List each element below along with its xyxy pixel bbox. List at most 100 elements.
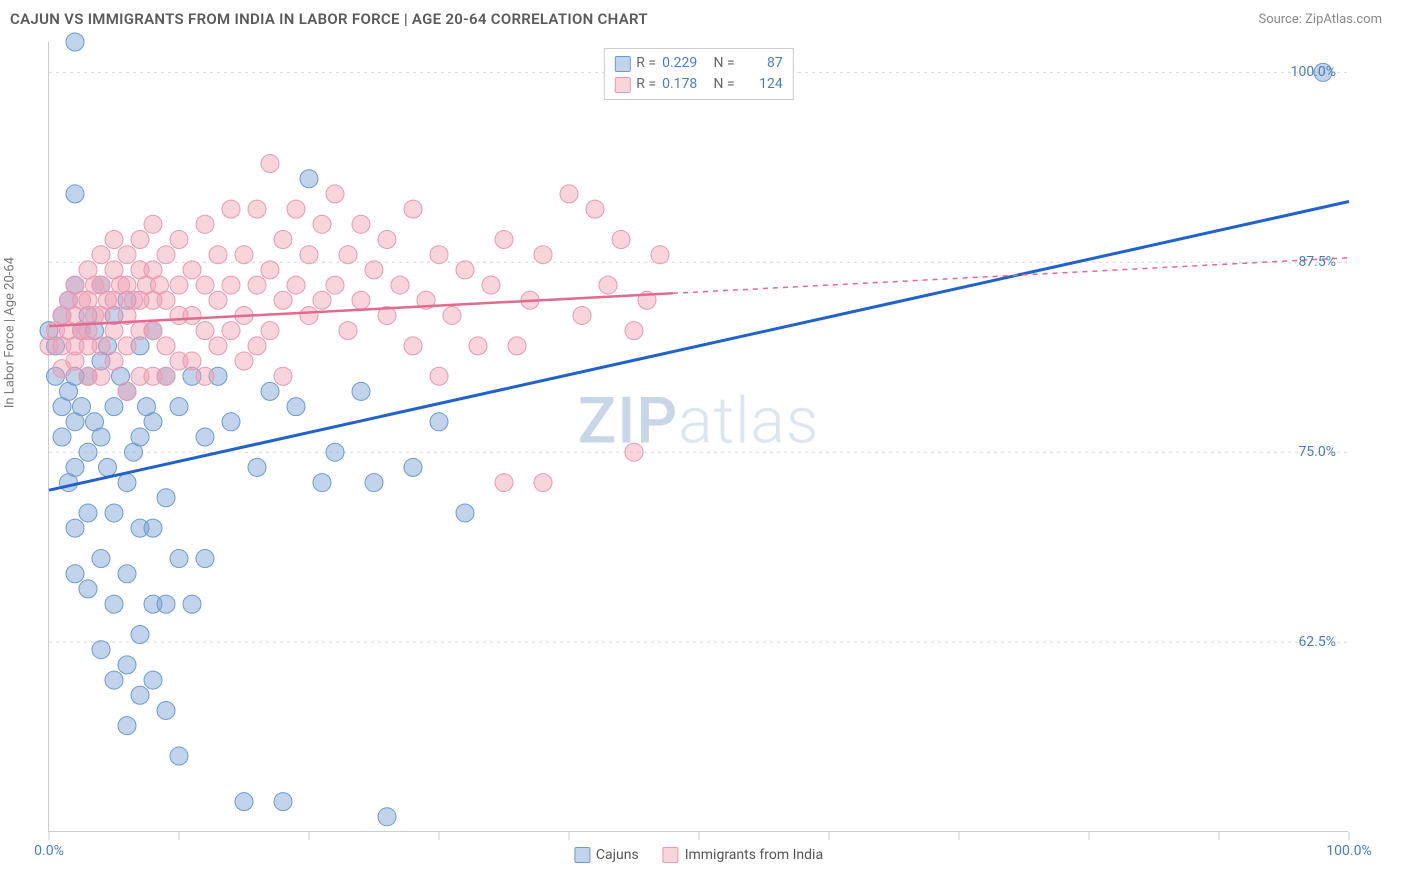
india-point xyxy=(365,261,383,279)
cajuns-point xyxy=(313,474,331,492)
india-point xyxy=(196,276,214,294)
india-point xyxy=(183,306,201,324)
cajuns-point xyxy=(196,428,214,446)
cajuns-point xyxy=(287,398,305,416)
chart-svg xyxy=(49,42,1348,831)
india-point xyxy=(586,200,604,218)
cajuns-point xyxy=(352,382,370,400)
cajuns-point xyxy=(92,641,110,659)
india-point xyxy=(313,215,331,233)
india-point xyxy=(261,155,279,173)
india-point xyxy=(300,246,318,264)
stats-row-cajuns: R = 0.229 N = 87 xyxy=(614,53,782,74)
india-point xyxy=(222,276,240,294)
cajuns-point xyxy=(404,458,422,476)
india-point xyxy=(157,367,175,385)
india-point xyxy=(339,246,357,264)
india-point xyxy=(625,443,643,461)
india-point xyxy=(209,337,227,355)
cajuns-point xyxy=(66,33,84,51)
cajuns-point xyxy=(157,489,175,507)
cajuns-point xyxy=(66,185,84,203)
india-point xyxy=(209,246,227,264)
cajuns-point xyxy=(222,413,240,431)
india-point xyxy=(651,246,669,264)
stats-r-value: 0.178 xyxy=(662,74,704,95)
cajuns-point xyxy=(365,474,383,492)
cajuns-point xyxy=(261,382,279,400)
cajuns-point xyxy=(79,443,97,461)
cajuns-point xyxy=(92,428,110,446)
india-point xyxy=(287,276,305,294)
stats-r-label: R = xyxy=(636,74,656,95)
cajuns-point xyxy=(99,458,117,476)
cajuns-point xyxy=(183,595,201,613)
india-point xyxy=(105,322,123,340)
stats-n-value: 124 xyxy=(741,74,783,95)
india-point xyxy=(300,306,318,324)
cajuns-point xyxy=(73,398,91,416)
cajuns-point xyxy=(79,504,97,522)
india-point xyxy=(287,200,305,218)
india-point xyxy=(209,291,227,309)
india-point xyxy=(235,352,253,370)
india-point xyxy=(534,474,552,492)
india-point xyxy=(391,276,409,294)
stats-r-value: 0.229 xyxy=(662,53,704,74)
india-swatch xyxy=(614,77,630,93)
stats-r-label: R = xyxy=(636,53,656,74)
india-point xyxy=(118,246,136,264)
india-point xyxy=(66,352,84,370)
india-point xyxy=(131,231,149,249)
india-point xyxy=(248,276,266,294)
bottom-legend: Cajuns Immigrants from India xyxy=(574,847,823,863)
stats-row-india: R = 0.178 N = 124 xyxy=(614,74,782,95)
india-point xyxy=(105,352,123,370)
cajuns-point xyxy=(144,671,162,689)
india-point xyxy=(443,306,461,324)
india-point xyxy=(612,231,630,249)
cajuns-point xyxy=(235,793,253,811)
india-point xyxy=(235,246,253,264)
stats-n-value: 87 xyxy=(741,53,783,74)
cajuns-point xyxy=(105,398,123,416)
y-tick-label: 87.5% xyxy=(1298,254,1336,270)
india-point xyxy=(339,322,357,340)
cajuns-point xyxy=(66,519,84,537)
cajuns-point xyxy=(196,550,214,568)
india-point xyxy=(326,185,344,203)
stats-n-label: N = xyxy=(710,53,735,74)
india-point xyxy=(248,337,266,355)
stats-n-label: N = xyxy=(710,74,735,95)
stats-legend-box: R = 0.229 N = 87 R = 0.178 N = 124 xyxy=(603,48,793,100)
cajuns-point xyxy=(118,656,136,674)
legend-label: Immigrants from India xyxy=(685,847,823,863)
y-axis-label: In Labor Force | Age 20-64 xyxy=(3,257,18,408)
cajuns-point xyxy=(105,671,123,689)
cajuns-point xyxy=(131,686,149,704)
india-point xyxy=(170,231,188,249)
india-point xyxy=(92,246,110,264)
india-point xyxy=(196,367,214,385)
india-point xyxy=(144,215,162,233)
cajuns-point xyxy=(157,701,175,719)
india-point xyxy=(508,337,526,355)
cajuns-point xyxy=(131,428,149,446)
cajuns-point xyxy=(248,458,266,476)
india-point xyxy=(430,246,448,264)
india-point xyxy=(456,261,474,279)
y-tick-label: 100.0% xyxy=(1291,64,1336,80)
cajuns-point xyxy=(131,626,149,644)
india-point xyxy=(92,337,110,355)
cajuns-point xyxy=(430,413,448,431)
cajuns-point xyxy=(170,747,188,765)
cajuns-point xyxy=(118,474,136,492)
x-tick-label: 100.0% xyxy=(1326,843,1371,859)
cajuns-point xyxy=(92,550,110,568)
cajuns-point xyxy=(144,519,162,537)
india-point xyxy=(352,291,370,309)
india-point xyxy=(560,185,578,203)
cajuns-point xyxy=(274,793,292,811)
india-point xyxy=(222,322,240,340)
legend-label: Cajuns xyxy=(596,847,639,863)
